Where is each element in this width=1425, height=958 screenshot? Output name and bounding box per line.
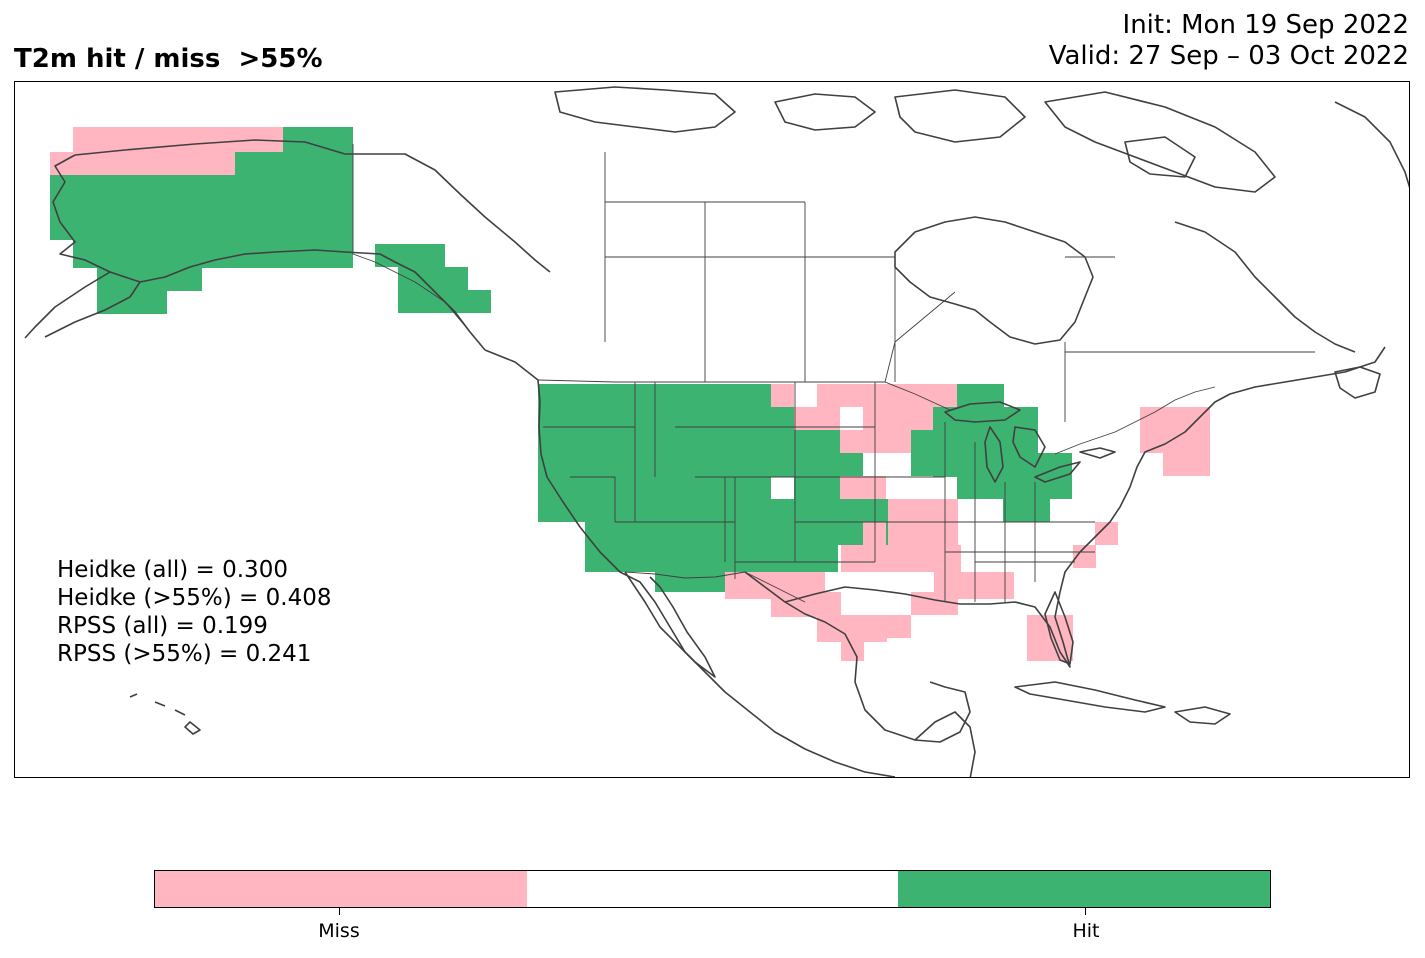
- border-canadian-provinces-east: [1064, 256, 1315, 422]
- hit-cell: [50, 175, 353, 217]
- map-canvas: [24, 86, 1409, 777]
- coastline-alaska-west: [24, 154, 111, 339]
- miss-cell: [1095, 522, 1118, 545]
- hit-cell: [50, 217, 353, 240]
- hit-cell: [375, 244, 445, 267]
- lake-erie: [1034, 461, 1081, 483]
- hispaniola: [1174, 706, 1231, 725]
- border-us-states-east: [944, 422, 1095, 602]
- lake-huron: [1012, 426, 1046, 468]
- miss-cell: [911, 592, 958, 615]
- coastline-gulf-north: [784, 586, 1071, 668]
- political-borders: [352, 144, 1315, 603]
- border-us-canada: [537, 379, 951, 411]
- colorbar-tick-miss: [339, 908, 340, 915]
- hit-cell: [283, 127, 353, 154]
- arctic-island-3: [894, 89, 1026, 143]
- florida: [1044, 591, 1074, 665]
- colorbar-miss-segment: [155, 871, 527, 907]
- border-us-states-central: [735, 382, 945, 563]
- arctic-island-1: [554, 86, 736, 133]
- miss-cell: [817, 407, 840, 430]
- border-us-canada-east: [1054, 386, 1216, 455]
- hit-cell: [73, 240, 353, 268]
- miss-cell: [841, 545, 961, 572]
- miss-cell: [771, 384, 794, 407]
- yucatan: [914, 711, 976, 777]
- hit-cell: [817, 430, 840, 453]
- miss-cell: [794, 407, 817, 430]
- hit-cell: [235, 152, 353, 176]
- colorbar-tick-hit: [1085, 908, 1086, 915]
- lake-superior: [944, 401, 1021, 423]
- border-us-states-west: [543, 382, 795, 579]
- grid-cells: [50, 127, 1210, 661]
- map-title: T2m hit / miss >55%: [14, 44, 323, 74]
- miss-cell: [911, 545, 934, 568]
- hit-cell: [723, 545, 838, 570]
- hit-cell: [911, 430, 958, 476]
- greenland-edge: [1334, 101, 1409, 189]
- map-panel: [14, 81, 1410, 778]
- init-date: Init: Mon 19 Sep 2022: [1122, 10, 1409, 40]
- hit-cell: [538, 499, 888, 522]
- miss-cell: [840, 430, 863, 453]
- miss-cell: [1027, 615, 1073, 661]
- heidke-55: Heidke (>55%) = 0.408: [57, 585, 332, 611]
- hit-cell: [420, 290, 490, 313]
- miss-cell: [817, 384, 957, 407]
- miss-cell: [1163, 430, 1210, 476]
- miss-cell: [865, 615, 911, 638]
- miss-cell: [840, 476, 863, 499]
- hit-cell: [980, 453, 1072, 499]
- labrador-coast: [1174, 221, 1356, 353]
- coastline-atlantic: [1059, 346, 1386, 593]
- heidke-all: Heidke (all) = 0.300: [57, 557, 288, 583]
- rpss-55: RPSS (>55%) = 0.241: [57, 641, 312, 667]
- arctic-island-4: [1124, 136, 1196, 178]
- colorbar-neutral-segment: [526, 871, 899, 907]
- miss-cell: [863, 522, 886, 545]
- border-us-mexico: [624, 571, 806, 603]
- rpss-all: RPSS (all) = 0.199: [57, 613, 268, 639]
- hit-cell: [97, 291, 167, 314]
- coastline-pacific: [484, 349, 896, 777]
- cuba: [1014, 681, 1166, 713]
- colorbar-hit-segment: [898, 871, 1271, 907]
- hawaii: [129, 693, 201, 735]
- coastline-alaska: [74, 139, 551, 273]
- miss-cell: [863, 476, 886, 499]
- border-alaska-canada: [352, 144, 471, 333]
- skill-scores: Heidke (all) = 0.300 Heidke (>55%) = 0.4…: [57, 556, 331, 668]
- colorbar: [154, 870, 1271, 908]
- valid-period: Valid: 27 Sep – 03 Oct 2022: [1048, 41, 1409, 71]
- hit-cell: [538, 384, 771, 499]
- lake-michigan: [984, 426, 1004, 483]
- arctic-island-baffin: [1044, 91, 1276, 193]
- date-info: Init: Mon 19 Sep 2022 Valid: 27 Sep – 03…: [1049, 10, 1409, 72]
- colorbar-label-hit: Hit: [1072, 920, 1100, 942]
- coastline-hudson-bay: [894, 216, 1094, 345]
- coastline-baja: [624, 571, 716, 678]
- coastline-alaska-peninsula: [44, 281, 141, 338]
- coastline-gulf: [744, 571, 971, 743]
- coastlines-and-borders: [24, 86, 1409, 777]
- arctic-island-2: [774, 93, 876, 131]
- miss-cell: [1073, 545, 1096, 568]
- colorbar-label-miss: Miss: [318, 920, 360, 942]
- newfoundland: [1334, 366, 1381, 399]
- miss-cell: [50, 152, 235, 176]
- hit-cell: [1003, 499, 1050, 522]
- hit-cell: [585, 522, 888, 545]
- lake-ontario: [1079, 447, 1116, 459]
- border-canadian-provinces: [604, 152, 956, 383]
